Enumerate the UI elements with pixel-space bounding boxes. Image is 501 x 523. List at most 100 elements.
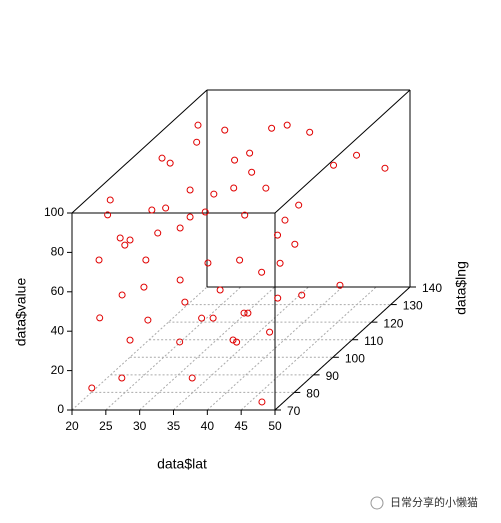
floor-grid-line xyxy=(206,286,343,411)
z-axis-title: data$value xyxy=(13,278,29,347)
point xyxy=(162,204,170,212)
point xyxy=(116,234,124,242)
point xyxy=(241,211,249,219)
point xyxy=(204,259,212,267)
point xyxy=(274,294,282,302)
point xyxy=(229,336,237,344)
point xyxy=(144,316,152,324)
point xyxy=(209,314,217,322)
point xyxy=(266,328,274,336)
x-tick-label: 25 xyxy=(99,419,113,433)
box-edge xyxy=(71,89,208,214)
z-tick-label: 20 xyxy=(51,363,65,377)
z-tick-label: 0 xyxy=(57,402,64,416)
point xyxy=(176,276,184,284)
point xyxy=(106,196,114,204)
point xyxy=(295,201,303,209)
point xyxy=(233,338,241,346)
watermark: 日常分享的小懒猫 xyxy=(390,495,478,509)
z-tick-label: 60 xyxy=(51,284,65,298)
point xyxy=(230,184,238,192)
point xyxy=(126,236,134,244)
x-tick-label: 30 xyxy=(133,419,147,433)
point xyxy=(248,168,256,176)
x-tick-label: 40 xyxy=(201,419,215,433)
point xyxy=(188,374,196,382)
z-tick-label: 80 xyxy=(51,245,65,259)
point xyxy=(142,256,150,264)
point xyxy=(95,256,103,264)
point xyxy=(158,154,166,162)
point xyxy=(306,128,314,136)
point xyxy=(330,161,338,169)
x-axis-title: data$lat xyxy=(157,456,207,472)
point xyxy=(118,374,126,382)
point xyxy=(104,211,112,219)
floor-grid-line xyxy=(173,286,309,411)
point xyxy=(298,291,306,299)
floor-grid-line xyxy=(71,286,208,411)
point xyxy=(336,281,344,289)
point xyxy=(140,283,148,291)
point xyxy=(381,164,389,172)
point xyxy=(193,138,201,146)
point xyxy=(244,309,252,317)
point xyxy=(121,241,129,249)
x-tick-label: 35 xyxy=(167,419,181,433)
floor-grid-line xyxy=(240,286,377,411)
y-tick-label: 80 xyxy=(306,387,320,401)
point xyxy=(258,268,266,276)
point xyxy=(231,156,239,164)
point xyxy=(353,151,361,159)
point xyxy=(176,338,184,346)
point xyxy=(210,190,218,198)
y-tick-label: 90 xyxy=(326,369,340,383)
point xyxy=(221,126,229,134)
y-tick-label: 70 xyxy=(287,404,301,418)
y-tick-label: 100 xyxy=(345,351,365,365)
z-tick-label: 100 xyxy=(44,205,64,219)
point xyxy=(236,256,244,264)
y-tick-label: 110 xyxy=(364,334,383,348)
point xyxy=(88,384,96,392)
point xyxy=(166,159,174,167)
point xyxy=(262,184,270,192)
point xyxy=(268,124,276,132)
point xyxy=(201,208,209,216)
point xyxy=(291,240,299,248)
y-axis-title: data$lng xyxy=(453,261,469,315)
watermark-icon xyxy=(370,496,384,510)
point xyxy=(283,121,291,129)
x-tick-label: 50 xyxy=(268,419,282,433)
y-tick-label: 130 xyxy=(403,299,423,313)
point xyxy=(198,314,206,322)
box-edge xyxy=(274,286,411,411)
point xyxy=(258,398,266,406)
floor-grid-line xyxy=(139,286,276,411)
box-edge xyxy=(274,89,411,214)
floor-grid-line xyxy=(105,286,242,411)
x-tick-label: 20 xyxy=(65,419,79,433)
point xyxy=(148,206,156,214)
point xyxy=(194,121,202,129)
point xyxy=(186,213,194,221)
y-tick-label: 120 xyxy=(383,316,403,330)
point xyxy=(246,149,254,157)
point xyxy=(96,314,104,322)
x-tick-label: 45 xyxy=(234,419,248,433)
point xyxy=(118,291,126,299)
point xyxy=(240,309,248,317)
point xyxy=(181,298,189,306)
point xyxy=(281,216,289,224)
point xyxy=(186,186,194,194)
y-tick-label: 140 xyxy=(422,281,442,295)
point xyxy=(274,231,282,239)
point xyxy=(176,224,184,232)
point xyxy=(276,259,284,267)
point xyxy=(126,336,134,344)
z-tick-label: 40 xyxy=(51,323,65,337)
point xyxy=(216,286,224,294)
point xyxy=(154,229,162,237)
